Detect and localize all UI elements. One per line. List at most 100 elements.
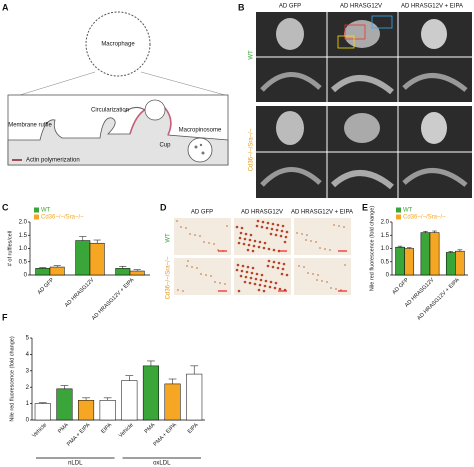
- stain-dot: [182, 290, 184, 292]
- stain-dot: [267, 247, 271, 251]
- panel-label: F: [2, 312, 8, 322]
- stain-dot: [275, 228, 279, 232]
- stain-dot: [266, 264, 270, 268]
- stain-dot: [189, 233, 191, 235]
- legend-label: Cd36−/−/Sra−/−: [403, 215, 446, 221]
- stain-dot: [259, 278, 263, 282]
- bar: [99, 400, 116, 421]
- x-tick-label: AD GFP: [391, 277, 410, 296]
- bar: [455, 250, 465, 276]
- stain-dot: [281, 267, 285, 271]
- x-tick-label: AD HRASG12V + EIPA: [416, 277, 461, 322]
- y-tick-label: 1: [26, 401, 30, 407]
- stain-dot: [281, 224, 285, 228]
- bar: [186, 373, 203, 421]
- stain-dot: [177, 289, 179, 291]
- panel-label: C: [2, 202, 9, 212]
- stain-dot: [278, 287, 282, 291]
- x-tick-label: PMA: [57, 422, 70, 435]
- y-tick-label: 0: [24, 273, 28, 279]
- stain-dot: [283, 240, 287, 244]
- y-tick-label: 1.5: [19, 233, 28, 239]
- legend-swatch: [34, 214, 39, 220]
- panel-label: A: [2, 2, 9, 12]
- stain-dot: [305, 239, 307, 241]
- stain-dot: [270, 227, 274, 231]
- stain-dot: [255, 272, 259, 276]
- error-bar: [190, 365, 199, 375]
- schematic: [7, 11, 229, 166]
- error-bar: [79, 236, 87, 241]
- stain-dot: [247, 243, 251, 247]
- x-tick-label: Vehicle: [118, 422, 135, 439]
- error-bar: [53, 265, 61, 268]
- stain-tile: [234, 258, 291, 295]
- x-tick-label: PMA + EIPA: [153, 422, 179, 448]
- bar: [89, 242, 105, 276]
- stain-dot: [260, 273, 264, 277]
- bar: [75, 240, 91, 276]
- stain-dot: [226, 225, 228, 227]
- bar: [395, 246, 405, 276]
- bar: [115, 268, 131, 276]
- label: Membrane ruffle: [8, 123, 52, 129]
- bar: [56, 388, 73, 421]
- stain-dot: [176, 220, 178, 222]
- bar: [121, 380, 138, 421]
- legend-label: WT: [403, 208, 413, 214]
- stain-dot: [265, 226, 269, 230]
- stain-dot: [210, 275, 212, 277]
- error-bar: [133, 269, 141, 272]
- bar: [78, 400, 95, 421]
- x-tick-label: Vehicle: [31, 422, 48, 439]
- legend-label: Cd36−/−/Sra−/−: [41, 215, 84, 221]
- stain-dot: [317, 274, 319, 276]
- legend-swatch: [396, 207, 401, 213]
- stain-dot: [194, 234, 196, 236]
- error-bar: [60, 385, 69, 389]
- stain-dot: [252, 244, 256, 248]
- stain-dot: [255, 224, 259, 228]
- row-label: Cd36−/−/Sra−/−: [249, 128, 255, 171]
- bar: [445, 252, 456, 276]
- stain-dot: [200, 273, 202, 275]
- x-tick-label: EIPA: [187, 422, 200, 435]
- stain-dot: [248, 281, 252, 285]
- row-label: WT: [249, 50, 255, 60]
- stain-dot: [180, 226, 182, 228]
- error-bar: [432, 230, 437, 233]
- x-tick-label: EIPA: [100, 422, 113, 435]
- stain-images: [174, 218, 351, 295]
- stain-dot: [203, 241, 205, 243]
- error-bar: [147, 360, 155, 366]
- stain-dot: [257, 245, 261, 249]
- stain-dot: [187, 260, 189, 262]
- y-tick-label: 0: [386, 273, 390, 279]
- stain-dot: [242, 242, 246, 246]
- stain-dot: [260, 225, 264, 229]
- error-bar: [448, 251, 454, 253]
- stain-dot: [249, 233, 253, 237]
- stain-dot: [240, 269, 244, 273]
- stain-dot: [262, 246, 266, 250]
- label: Macropinosome: [179, 128, 222, 134]
- stain-dot: [240, 226, 244, 230]
- bar: [164, 383, 181, 421]
- stain-dot: [253, 239, 257, 243]
- stain-dot: [330, 287, 332, 289]
- legend-label: WT: [41, 208, 51, 214]
- y-tick-label: 0.5: [381, 259, 390, 265]
- stain-dot: [258, 283, 262, 287]
- panel-label: E: [362, 202, 368, 212]
- y-tick-label: 5: [26, 336, 30, 342]
- stain-dot: [296, 232, 298, 234]
- column-header: AD HRASG12V: [340, 4, 382, 10]
- group-label: nLDL: [68, 461, 83, 467]
- column-header: AD GFP: [279, 4, 301, 10]
- stain-dot: [213, 243, 215, 245]
- stain-dot: [241, 264, 245, 268]
- stain-dot: [307, 272, 309, 274]
- stain-dot: [224, 283, 226, 285]
- y-tick-label: 1.0: [19, 246, 28, 252]
